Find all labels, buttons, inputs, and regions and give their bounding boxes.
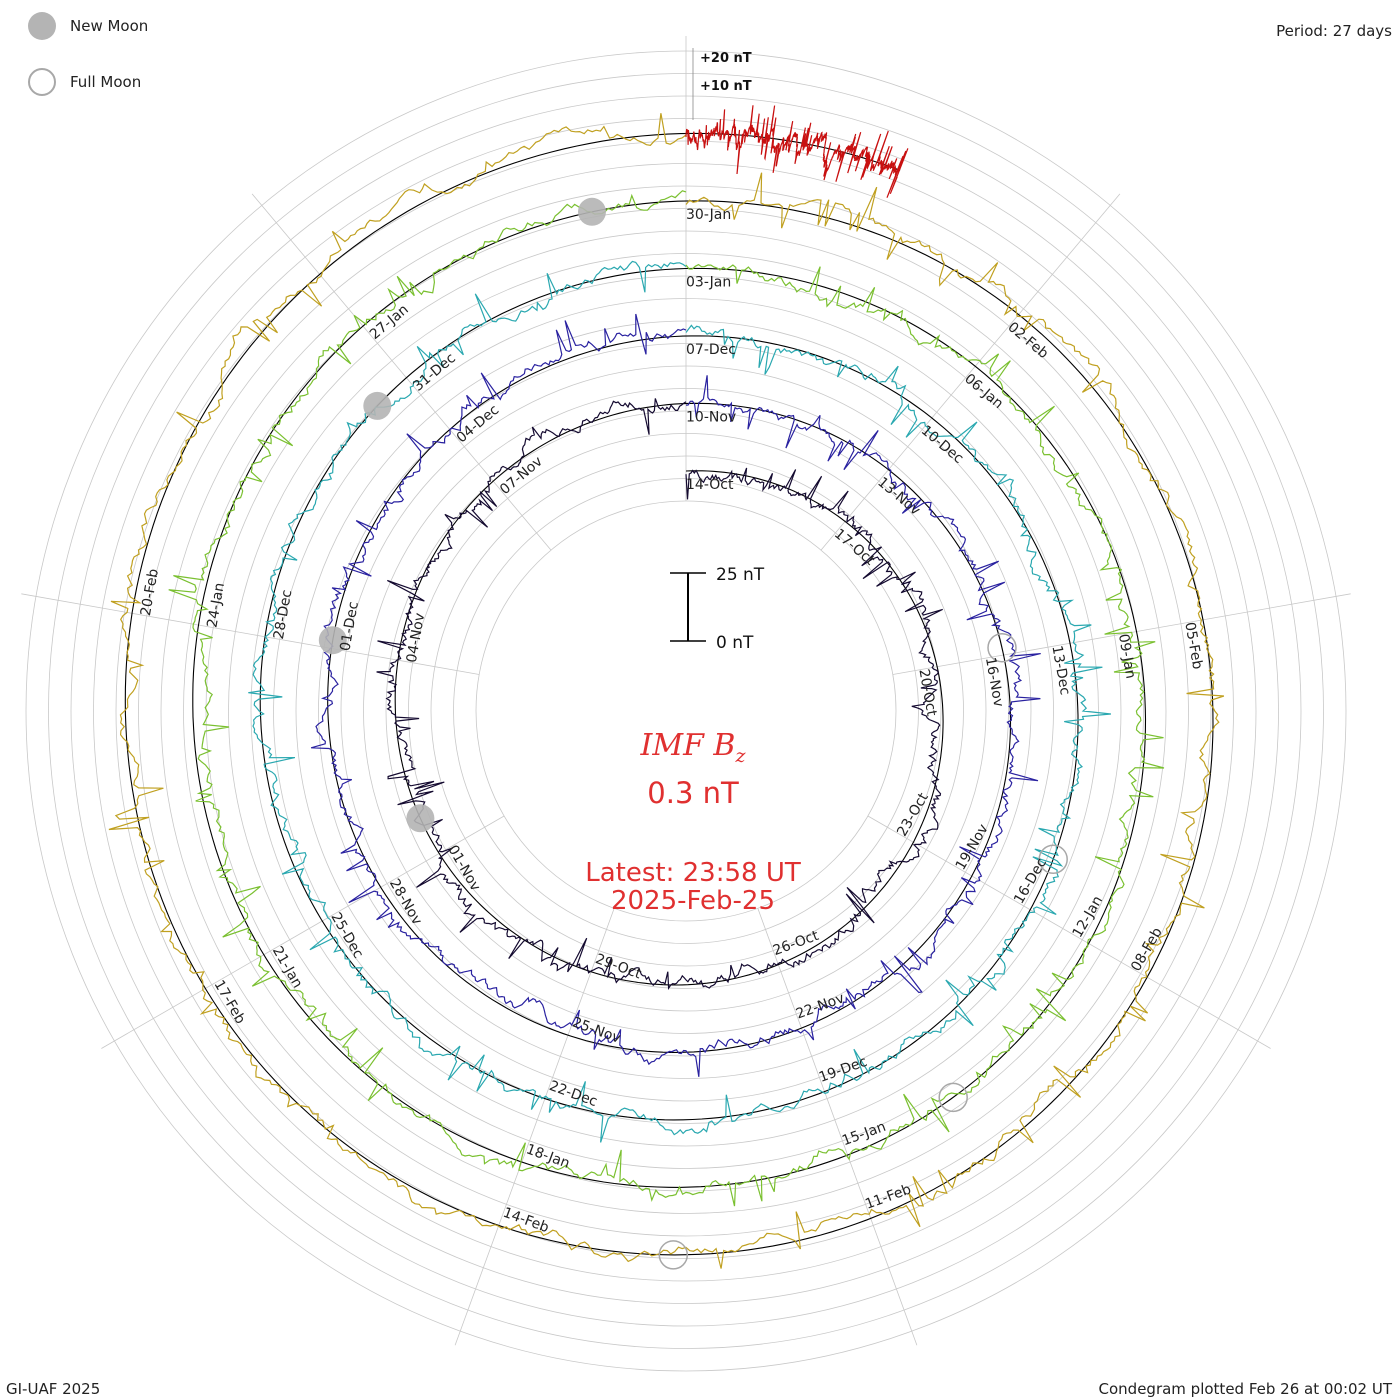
chart-title-main: IMF B [640, 728, 736, 763]
date-label: 20-Feb [138, 567, 162, 617]
full-moon-marker [938, 1082, 968, 1113]
new-moon-icon [28, 12, 56, 40]
full-moon-icon [28, 68, 56, 96]
date-label: 13-Nov [874, 474, 923, 519]
spoke-line [892, 593, 1351, 675]
date-label: 25-Nov [570, 1014, 623, 1046]
legend-new-moon-label: New Moon [70, 17, 149, 35]
trace-10-Nov [310, 313, 1041, 1077]
date-label: 04-Nov [404, 612, 428, 664]
latest-time: Latest: 23:58 UT [585, 858, 801, 888]
spoke-line [454, 908, 615, 1346]
scale-bar: 25 nT 0 nT [670, 565, 765, 653]
legend-full-moon: Full Moon [28, 68, 141, 96]
date-label: 21-Jan [269, 944, 305, 991]
spoke-line [21, 593, 480, 675]
trace-14-Oct [376, 398, 943, 991]
date-label: 17-Oct [831, 526, 878, 569]
radial-spokes [21, 36, 1351, 1346]
spoke-line [867, 815, 1271, 1049]
date-label: 11-Feb [863, 1181, 913, 1212]
period-label: Period: 27 days [1276, 22, 1392, 40]
current-value: 0.3 nT [647, 776, 739, 810]
moon-markers [318, 197, 1068, 1270]
spoke-line [251, 193, 552, 551]
date-label: 15-Jan [840, 1119, 888, 1150]
full-moon-marker [987, 632, 1017, 663]
scale-bar-bottom-label: 0 nT [716, 633, 754, 653]
trace-03-Jan [168, 190, 1165, 1207]
ring-value-labels: +20 nT +10 nT [692, 48, 752, 120]
date-label: 07-Dec [686, 342, 736, 358]
chart-title: IMF Bz [0, 728, 1386, 767]
date-label: 22-Nov [794, 990, 847, 1022]
legend-new-moon: New Moon [28, 12, 148, 40]
ring-gridlines [25, 50, 1347, 1372]
date-label: 28-Dec [271, 589, 295, 641]
full-moon-marker [658, 1240, 689, 1270]
date-label: 02-Feb [1004, 319, 1051, 362]
date-label: 25-Dec [327, 910, 366, 961]
legend-full-moon-label: Full Moon [70, 73, 142, 91]
chart-title-subscript: z [735, 745, 746, 767]
bz-traces [108, 105, 1225, 1269]
date-label: 30-Jan [686, 207, 731, 223]
spoke-line [757, 908, 918, 1346]
date-label: 24-Jan [204, 582, 228, 629]
date-label: 01-Dec [337, 600, 361, 652]
date-label: 13-Dec [1048, 644, 1072, 696]
ring-value-label: +20 nT [700, 51, 752, 66]
new-moon-marker [578, 197, 606, 226]
credit-label: GI-UAF 2025 [6, 1380, 101, 1398]
date-label: 26-Oct [771, 928, 822, 959]
trace-07-Dec [248, 260, 1111, 1143]
date-label: 10-Nov [686, 410, 736, 426]
zero-baselines [124, 132, 1214, 1256]
zero-baseline-spiral [124, 132, 1214, 1256]
date-label: 29-Oct [593, 951, 644, 982]
date-label: 08-Feb [1128, 925, 1166, 974]
date-label: 17-Feb [211, 978, 249, 1027]
date-label: 10-Dec [918, 423, 967, 467]
scale-bar-top-label: 25 nT [716, 565, 765, 585]
plotted-timestamp: Condegram plotted Feb 26 at 00:02 UT [1098, 1380, 1392, 1398]
ring-value-label: +10 nT [700, 79, 752, 94]
date-label: 09-Jan [1115, 633, 1139, 680]
new-moon-marker [406, 804, 435, 833]
date-label: 22-Dec [547, 1078, 599, 1110]
trace-26-Feb [685, 105, 909, 198]
spoke-line [101, 815, 505, 1049]
latest-date: 2025-Feb-25 [610, 886, 776, 916]
date-label: 31-Dec [410, 350, 459, 394]
spoke-line [820, 193, 1121, 551]
date-labels: 14-Oct17-Oct20-Oct23-Oct26-Oct29-Oct01-N… [138, 207, 1205, 1236]
new-moon-marker [318, 626, 347, 655]
date-label: 03-Jan [686, 275, 731, 291]
new-moon-marker [363, 391, 392, 420]
full-moon-marker [1038, 844, 1068, 875]
date-label: 14-Oct [686, 477, 734, 493]
